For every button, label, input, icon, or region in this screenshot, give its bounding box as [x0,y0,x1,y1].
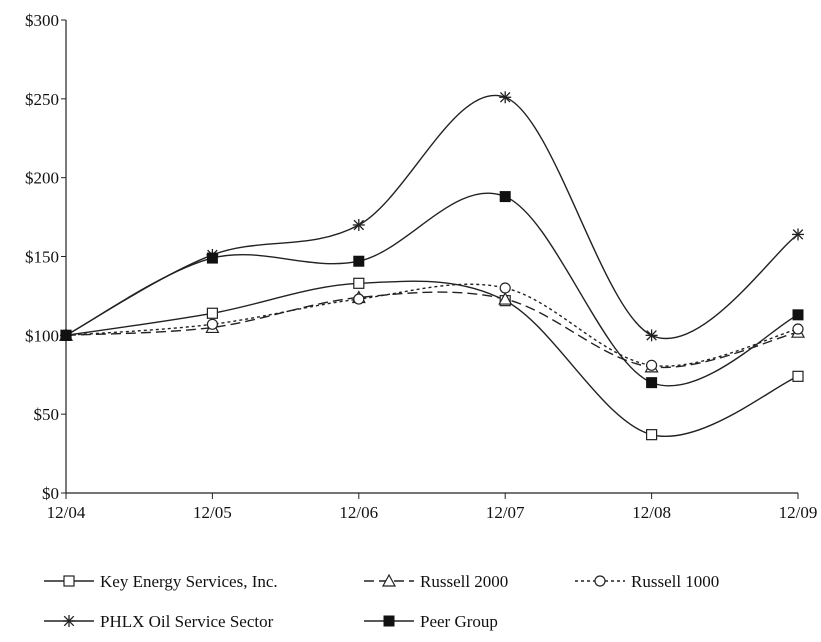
legend-label: Russell 1000 [631,572,719,591]
legend-marker [594,575,606,587]
data-point-4-3 [499,191,511,203]
data-point-2-5 [792,323,804,335]
data-point-4-5 [792,309,804,321]
series-line-2 [65,283,799,367]
x-tick-label: 12/04 [47,503,86,522]
data-point-3-5 [792,228,804,241]
asterisk-stroke [646,330,657,341]
data-point-1-3 [498,291,513,305]
y-tick-label: $100 [25,326,59,345]
legend-item: Russell 2000 [364,572,508,591]
series-line-4 [65,192,799,387]
x-tick-label: 12/06 [339,503,378,522]
data-point-0-4 [645,429,658,441]
y-tick-label: $150 [25,248,59,267]
x-tick-label: 12/07 [486,503,525,522]
legend-marker [381,573,397,587]
data-point-4-1 [206,252,218,264]
asterisk-stroke [353,219,365,231]
x-tick-label: 12/05 [193,503,232,522]
legend-marker [63,575,75,587]
y-tick-label: $0 [42,484,59,503]
series-line-1 [65,291,799,369]
data-point-0-1 [206,307,218,319]
data-point-4-2 [353,255,365,267]
legend: Key Energy Services, Inc. Russell 2000 Rus… [44,572,719,631]
legend-label: PHLX Oil Service Sector [100,612,274,631]
data-point-4-4 [646,377,658,389]
data-point-2-3 [499,282,511,294]
legend-marker [63,615,75,627]
asterisk-stroke [792,229,804,240]
data-point-3-2 [352,218,365,231]
data-point-3-4 [645,329,658,342]
legend-label: Russell 2000 [420,572,508,591]
y-tick-label: $200 [25,169,59,188]
x-tick-label: 12/09 [779,503,818,522]
y-tick-label: $50 [34,405,60,424]
data-point-0-5 [792,370,804,382]
data-point-2-2 [353,293,365,305]
asterisk-stroke [63,615,75,627]
data-point-3-3 [499,91,512,104]
y-tick-label: $250 [25,90,59,109]
legend-item: Peer Group [364,612,498,631]
x-tick-label: 12/08 [632,503,671,522]
series-line-0 [65,280,799,437]
legend-marker [383,615,395,627]
data-point-0-2 [353,277,365,289]
legend-label: Peer Group [420,612,498,631]
legend-label: Key Energy Services, Inc. [100,572,278,591]
data-point-2-1 [206,318,218,330]
legend-item: PHLX Oil Service Sector [44,612,274,631]
legend-item: Key Energy Services, Inc. [44,572,278,591]
legend-item: Russell 1000 [575,572,719,591]
data-point-2-4 [645,359,658,371]
y-tick-label: $300 [25,11,59,30]
asterisk-stroke [499,91,511,103]
data-point-4-0 [60,329,72,341]
